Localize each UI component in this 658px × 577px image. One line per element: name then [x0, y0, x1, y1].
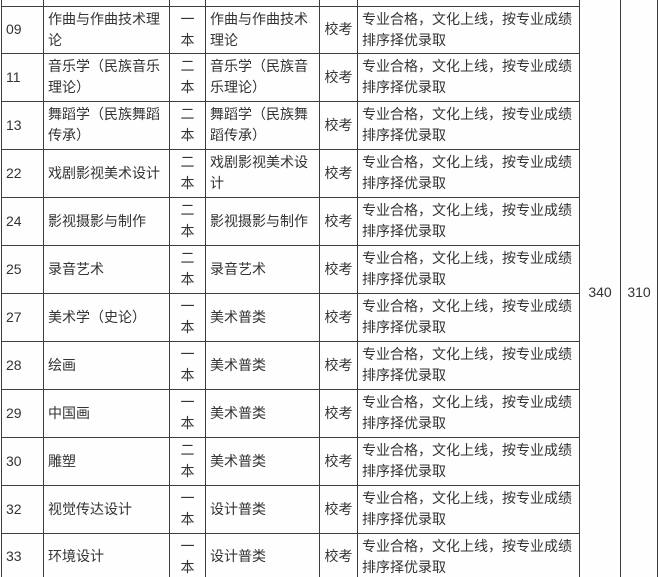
batch-level-cell: 二本 — [169, 436, 206, 486]
major-name-cell: 音乐学（民族音乐理论） — [43, 52, 170, 102]
table-row: 32 视觉传达设计 一本 设计普类 校考 专业合格，文化上线，按专业成绩排序择优… — [1, 484, 658, 534]
exam-category-cell: 戏剧影视美术设计 — [205, 148, 320, 198]
batch-level-cell: 二本 — [169, 244, 206, 294]
merged-score-cell-340: 340 — [579, 0, 621, 577]
exam-method-cell: 校考 — [319, 292, 358, 342]
major-code-cell: 24 — [1, 196, 44, 246]
exam-method-cell: 校考 — [319, 340, 358, 390]
admission-rule-cell: 专业合格，文化上线，按专业成绩排序择优录取 — [357, 532, 580, 577]
exam-category-cell: 美术普类 — [205, 436, 320, 486]
major-code-cell: 22 — [1, 148, 44, 198]
major-code-cell: 33 — [1, 532, 44, 577]
admission-rule-cell: 专业合格，文化上线，按专业成绩排序择优录取 — [357, 292, 580, 342]
admission-rule-cell: 专业合格，文化上线，按专业成绩排序择优录取 — [357, 388, 580, 438]
exam-method-cell: 校考 — [319, 532, 358, 577]
table-row: 09 作曲与作曲技术理论 一本 作曲与作曲技术理论 校考 专业合格，文化上线，按… — [1, 5, 658, 54]
major-code-cell: 27 — [1, 292, 44, 342]
exam-category-cell: 影视摄影与制作 — [205, 196, 320, 246]
major-name-cell: 录音艺术 — [43, 244, 170, 294]
table-row: 29 中国画 一本 美术普类 校考 专业合格，文化上线，按专业成绩排序择优录取 — [1, 388, 658, 438]
exam-method-cell: 校考 — [319, 436, 358, 486]
major-code-cell: 25 — [1, 244, 44, 294]
table-row: 28 绘画 一本 美术普类 校考 专业合格，文化上线，按专业成绩排序择优录取 — [1, 340, 658, 390]
merged-score-cell-310: 310 — [620, 0, 658, 577]
exam-method-cell: 校考 — [319, 5, 358, 54]
exam-method-cell: 校考 — [319, 52, 358, 102]
major-code-cell: 09 — [1, 5, 44, 54]
exam-category-cell: 音乐学（民族音乐理论） — [205, 52, 320, 102]
major-code-cell: 32 — [1, 484, 44, 534]
major-code-cell: 11 — [1, 52, 44, 102]
admission-rule-cell: 专业合格，文化上线，按专业成绩排序择优录取 — [357, 244, 580, 294]
batch-level-cell: 一本 — [169, 5, 206, 54]
admission-rule-cell: 专业合格，文化上线，按专业成绩排序择优录取 — [357, 52, 580, 102]
major-name-cell: 雕塑 — [43, 436, 170, 486]
exam-category-cell: 设计普类 — [205, 484, 320, 534]
major-code-cell: 29 — [1, 388, 44, 438]
table-row: 30 雕塑 二本 美术普类 校考 专业合格，文化上线，按专业成绩排序择优录取 — [1, 436, 658, 486]
exam-method-cell: 校考 — [319, 148, 358, 198]
exam-category-cell: 美术普类 — [205, 388, 320, 438]
exam-method-cell: 校考 — [319, 388, 358, 438]
major-name-cell: 环境设计 — [43, 532, 170, 577]
major-code-cell: 28 — [1, 340, 44, 390]
major-code-cell: 30 — [1, 436, 44, 486]
batch-level-cell: 一本 — [169, 340, 206, 390]
admission-rule-cell: 专业合格，文化上线，按专业成绩排序择优录取 — [357, 436, 580, 486]
major-name-cell: 舞蹈学（民族舞蹈传承） — [43, 100, 170, 150]
batch-level-cell: 一本 — [169, 388, 206, 438]
table-row: 11 音乐学（民族音乐理论） 二本 音乐学（民族音乐理论） 校考 专业合格，文化… — [1, 52, 658, 102]
exam-category-cell: 作曲与作曲技术理论 — [205, 5, 320, 54]
major-name-cell: 戏剧影视美术设计 — [43, 148, 170, 198]
exam-method-cell: 校考 — [319, 484, 358, 534]
exam-method-cell: 校考 — [319, 244, 358, 294]
exam-category-cell: 美术普类 — [205, 292, 320, 342]
batch-level-cell: 一本 — [169, 484, 206, 534]
exam-category-cell: 录音艺术 — [205, 244, 320, 294]
exam-method-cell: 校考 — [319, 196, 358, 246]
admission-rule-cell: 专业合格，文化上线，按专业成绩排序择优录取 — [357, 100, 580, 150]
batch-level-cell: 二本 — [169, 196, 206, 246]
exam-method-cell: 校考 — [319, 100, 358, 150]
admission-rule-cell: 专业合格，文化上线，按专业成绩排序择优录取 — [357, 340, 580, 390]
admission-rule-cell: 专业合格，文化上线，按专业成绩排序择优录取 — [357, 484, 580, 534]
table-row: 27 美术学（史论） 一本 美术普类 校考 专业合格，文化上线，按专业成绩排序择… — [1, 292, 658, 342]
major-name-cell: 视觉传达设计 — [43, 484, 170, 534]
admission-rule-cell: 专业合格，文化上线，按专业成绩排序择优录取 — [357, 148, 580, 198]
exam-category-cell: 设计普类 — [205, 532, 320, 577]
major-code-cell: 13 — [1, 100, 44, 150]
exam-category-cell: 美术普类 — [205, 340, 320, 390]
admission-rule-cell: 专业合格，文化上线，按专业成绩排序择优录取 — [357, 5, 580, 54]
table-row: 33 环境设计 一本 设计普类 校考 专业合格，文化上线，按专业成绩排序择优录取 — [1, 532, 658, 577]
table-row: 25 录音艺术 二本 录音艺术 校考 专业合格，文化上线，按专业成绩排序择优录取 — [1, 244, 658, 294]
batch-level-cell: 二本 — [169, 100, 206, 150]
batch-level-cell: 一本 — [169, 292, 206, 342]
major-name-cell: 作曲与作曲技术理论 — [43, 5, 170, 54]
exam-category-cell: 舞蹈学（民族舞蹈传承） — [205, 100, 320, 150]
table-row: 22 戏剧影视美术设计 二本 戏剧影视美术设计 校考 专业合格，文化上线，按专业… — [1, 148, 658, 198]
table-row: 24 影视摄影与制作 二本 影视摄影与制作 校考 专业合格，文化上线，按专业成绩… — [1, 196, 658, 246]
batch-level-cell: 二本 — [169, 148, 206, 198]
major-name-cell: 中国画 — [43, 388, 170, 438]
admission-rule-cell: 专业合格，文化上线，按专业成绩排序择优录取 — [357, 196, 580, 246]
major-name-cell: 绘画 — [43, 340, 170, 390]
batch-level-cell: 二本 — [169, 52, 206, 102]
major-name-cell: 影视摄影与制作 — [43, 196, 170, 246]
table-row: 13 舞蹈学（民族舞蹈传承） 二本 舞蹈学（民族舞蹈传承） 校考 专业合格，文化… — [1, 100, 658, 150]
major-name-cell: 美术学（史论） — [43, 292, 170, 342]
batch-level-cell: 一本 — [169, 532, 206, 577]
